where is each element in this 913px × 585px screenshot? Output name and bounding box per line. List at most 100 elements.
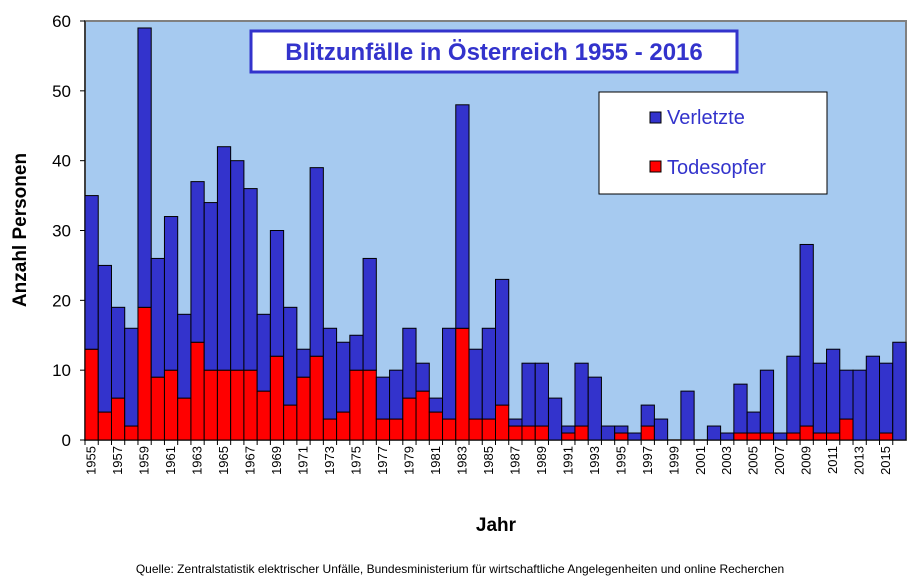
- bar-verletzte-1982: [442, 327, 457, 420]
- x-tick-label: 1979: [401, 446, 416, 475]
- x-tick-label: 2011: [825, 446, 840, 474]
- bar-todesopfer-1973: [322, 418, 338, 441]
- y-tick-label: 30: [52, 222, 71, 241]
- bar-todesopfer-2011: [826, 432, 841, 441]
- bar-verletzte-2000: [680, 390, 695, 441]
- x-tick-label: 2005: [746, 446, 761, 475]
- bar-verletzte-2004: [733, 383, 748, 434]
- x-tick-label: 2009: [799, 446, 814, 475]
- source-note: Quelle: Zentralstatistik elektrischer Un…: [136, 562, 784, 576]
- bar-todesopfer-1983: [455, 327, 470, 441]
- y-tick-label: 60: [52, 12, 71, 31]
- x-tick-label: 2003: [719, 446, 734, 475]
- bar-todesopfer-1984: [468, 418, 483, 441]
- bar-todesopfer-2010: [812, 432, 828, 441]
- bar-verletzte-1977: [375, 376, 391, 420]
- title-box: [249, 29, 739, 74]
- bar-verletzte-1968: [256, 313, 271, 392]
- bar-verletzte-1991: [561, 425, 576, 434]
- bar-verletzte-1969: [269, 230, 285, 357]
- x-tick-label: 1989: [534, 446, 549, 475]
- bar-todesopfer-1964: [203, 369, 218, 441]
- legend-swatch-todesopfer: [649, 160, 662, 173]
- bar-verletzte-1973: [322, 327, 338, 420]
- bar-verletzte-1980: [415, 362, 430, 392]
- y-tick-label: 20: [52, 291, 71, 310]
- bar-verletzte-2009: [799, 243, 814, 427]
- bar-verletzte-1955: [84, 195, 99, 350]
- legend-label-todesopfer: Todesopfer: [667, 157, 766, 179]
- bar-verletzte-1976: [362, 257, 377, 371]
- bar-todesopfer-1981: [428, 411, 444, 441]
- bar-verletzte-1997: [640, 404, 655, 427]
- bar-verletzte-1956: [97, 264, 112, 413]
- x-tick-label: 1993: [587, 446, 602, 475]
- bar-todesopfer-1980: [415, 390, 430, 441]
- bar-todesopfer-1975: [349, 369, 364, 441]
- x-tick-label: 1995: [613, 446, 628, 475]
- x-tick-label: 1991: [560, 446, 575, 475]
- x-tick-label: 2015: [878, 446, 893, 475]
- bar-todesopfer-1957: [110, 397, 126, 441]
- bar-verletzte-2006: [759, 369, 775, 434]
- bar-todesopfer-1965: [216, 369, 232, 441]
- x-tick-label: 1967: [243, 446, 258, 475]
- bar-verletzte-2016: [892, 341, 907, 441]
- x-tick-label: 1957: [110, 446, 125, 475]
- bar-verletzte-1994: [600, 425, 616, 441]
- bar-verletzte-1992: [574, 362, 589, 427]
- x-tick-label: 1987: [507, 446, 522, 475]
- bar-verletzte-2013: [852, 369, 867, 441]
- x-tick-label: 1963: [190, 446, 205, 475]
- bar-verletzte-2007: [773, 432, 788, 441]
- bar-verletzte-2008: [786, 355, 801, 434]
- bar-verletzte-1970: [283, 306, 298, 406]
- legend-label-verletzte: Verletzte: [667, 107, 745, 129]
- bar-verletzte-2005: [746, 411, 761, 434]
- bar-todesopfer-1989: [534, 425, 549, 441]
- bar-todesopfer-1974: [336, 411, 351, 441]
- bar-verletzte-1983: [455, 104, 470, 329]
- bar-verletzte-2003: [720, 432, 735, 441]
- x-tick-label: 1971: [295, 446, 310, 475]
- bar-todesopfer-2009: [799, 425, 814, 441]
- bar-verletzte-1961: [163, 216, 179, 371]
- bar-todesopfer-1956: [97, 411, 112, 441]
- bar-todesopfer-2004: [733, 432, 748, 441]
- bar-verletzte-1993: [587, 376, 602, 441]
- x-tick-label: 1975: [348, 446, 363, 475]
- bar-todesopfer-1961: [163, 369, 179, 441]
- bar-todesopfer-1992: [574, 425, 589, 441]
- bar-verletzte-1965: [216, 146, 232, 371]
- x-tick-label: 1959: [137, 446, 152, 475]
- bar-todesopfer-1967: [243, 369, 258, 441]
- bar-verletzte-1966: [230, 160, 245, 371]
- bar-todesopfer-2006: [759, 432, 775, 441]
- legend-swatch-verletzte: [649, 111, 662, 124]
- bar-todesopfer-1976: [362, 369, 377, 441]
- chart-title: Blitzunfälle in Österreich 1955 - 2016: [285, 39, 703, 66]
- bar-verletzte-1974: [336, 341, 351, 413]
- bar-verletzte-1958: [124, 327, 139, 427]
- y-tick-label: 0: [62, 431, 71, 450]
- bar-todesopfer-1991: [561, 432, 576, 441]
- bar-verletzte-1963: [190, 181, 205, 343]
- bar-todesopfer-1978: [389, 418, 404, 441]
- x-tick-label: 1997: [640, 446, 655, 475]
- y-axis-label: Anzahl Personen: [10, 153, 31, 307]
- bar-todesopfer-1979: [402, 397, 417, 441]
- x-tick-label: 2007: [772, 446, 787, 475]
- bar-verletzte-1985: [481, 327, 496, 420]
- x-tick-label: 2001: [693, 446, 708, 475]
- bar-verletzte-1964: [203, 202, 218, 371]
- bar-verletzte-1984: [468, 348, 483, 420]
- bar-verletzte-1989: [534, 362, 549, 427]
- x-tick-label: 1969: [269, 446, 284, 475]
- bar-todesopfer-1986: [495, 404, 510, 441]
- bar-todesopfer-1969: [269, 355, 285, 441]
- x-tick-label: 1983: [454, 446, 469, 475]
- bar-todesopfer-1959: [137, 306, 152, 441]
- bar-verletzte-2012: [839, 369, 854, 420]
- bar-verletzte-2014: [865, 355, 881, 441]
